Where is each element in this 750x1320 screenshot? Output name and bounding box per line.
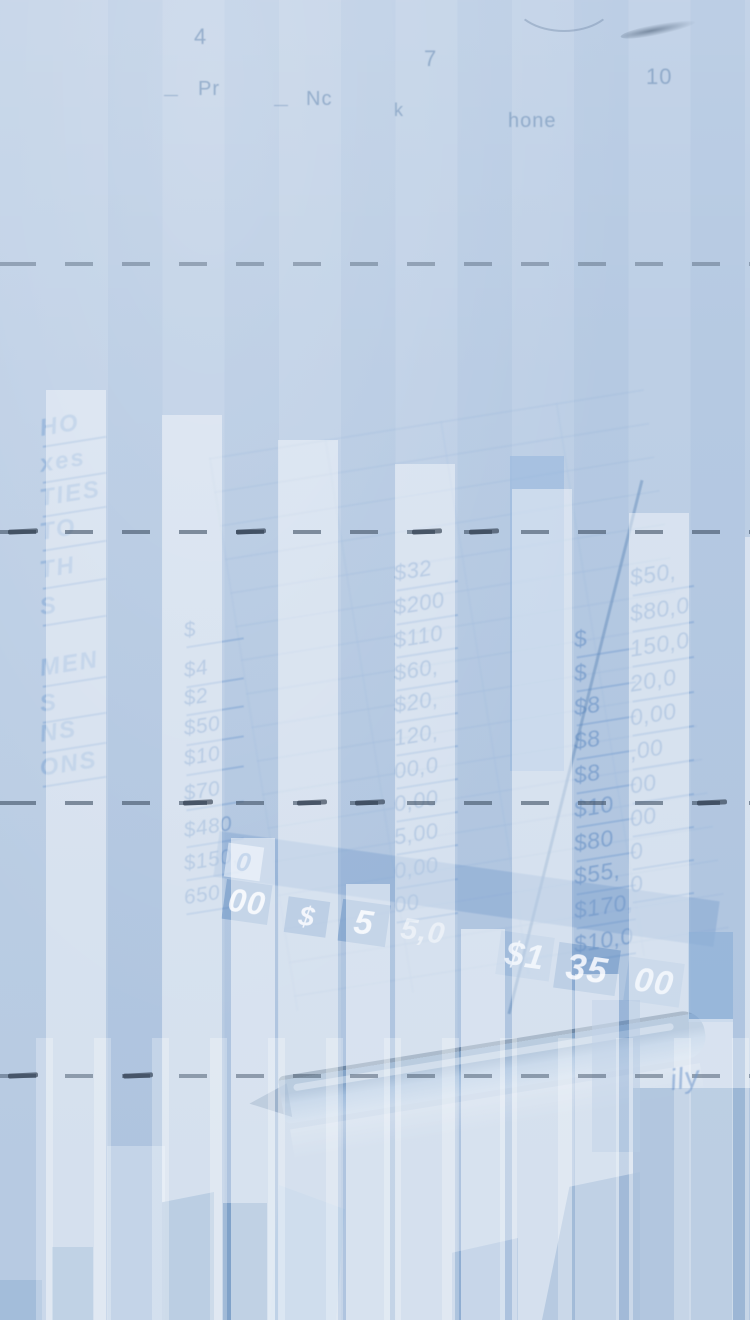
sheet-fragment-labels: HO	[37, 405, 107, 448]
dashed-gridline	[0, 262, 750, 266]
header-fragment: 7	[424, 46, 438, 71]
sheet-fragment-labels: TH	[37, 547, 107, 590]
sheet-fragment-labels: S	[37, 584, 107, 627]
sheet-fragment-labels: MEN	[37, 645, 107, 688]
sheet-fragment-labels: TIES	[37, 475, 107, 518]
dashed-gridline-accent	[7, 528, 39, 535]
sheet-fragment-col2: 650	[182, 877, 244, 916]
header-fragment: —	[274, 96, 289, 112]
header-fragment: 10	[646, 64, 673, 89]
sheet-fragment-labels: ONS	[37, 745, 107, 788]
sheet-fragment-labels: NS	[37, 711, 107, 754]
header-fragment: hone	[508, 110, 557, 132]
dense-bottom-stripes	[0, 1038, 750, 1320]
arc-swoosh	[512, 0, 616, 32]
sheet-fragment-labels: xes	[37, 441, 107, 484]
sheet-fragment-col2: $2	[182, 678, 244, 717]
sheet-fragment-labels: S	[37, 681, 107, 724]
header-fragment: Pr	[198, 78, 220, 100]
pen-clip-swoosh	[619, 16, 697, 43]
total-cell: 00	[221, 878, 273, 926]
sheet-fragment-col2: $4	[182, 650, 244, 689]
sheet-fragment-labels: TO	[37, 509, 107, 552]
header-fragment: 4	[194, 24, 208, 49]
header-fragment: Nc	[306, 88, 333, 110]
sheet-fragment-col2: $10	[182, 738, 244, 777]
dashed-gridline-accent	[182, 799, 214, 806]
header-fragment: k	[394, 100, 404, 120]
sheet-fragment-col2: $50	[182, 708, 244, 747]
sheet-fragment-col2: $70	[182, 773, 244, 812]
header-fragment: —	[164, 86, 179, 102]
